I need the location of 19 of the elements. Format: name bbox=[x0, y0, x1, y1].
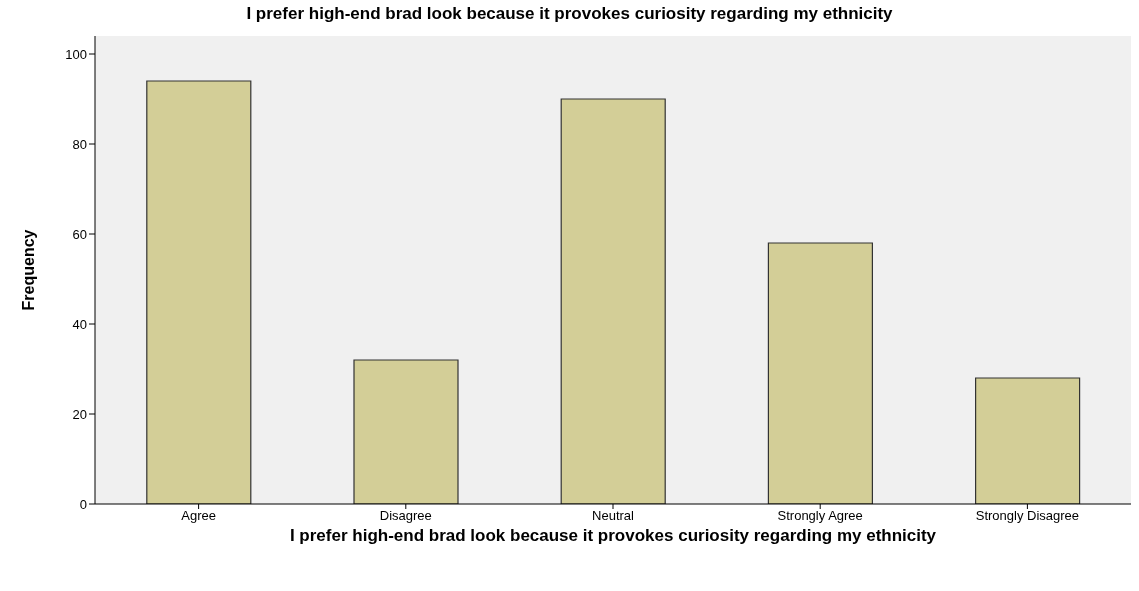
x-tick-label: Strongly Disagree bbox=[975, 508, 1080, 524]
bar bbox=[146, 80, 252, 504]
y-tick-label: 20 bbox=[72, 406, 87, 422]
x-tick-label: Strongly Agree bbox=[777, 508, 863, 524]
bar bbox=[975, 377, 1081, 504]
y-tick-label: 80 bbox=[72, 136, 87, 152]
bar bbox=[353, 359, 459, 504]
x-tick-label: Neutral bbox=[592, 508, 635, 524]
x-axis-title: I prefer high-end brad look because it provokes curiosity regarding my ethnicity bbox=[288, 526, 938, 545]
x-tick-label: Disagree bbox=[379, 508, 432, 524]
y-tick-label: 40 bbox=[72, 316, 87, 332]
bar bbox=[560, 98, 666, 504]
x-tick-label: Agree bbox=[181, 508, 216, 524]
y-tick-label: 60 bbox=[72, 226, 87, 242]
y-axis-title: Frequency bbox=[19, 229, 37, 311]
chart-title: I prefer high-end brad look because it provokes curiosity regarding my ethnicity bbox=[245, 4, 894, 25]
y-tick-label: 0 bbox=[79, 496, 87, 512]
bar bbox=[767, 242, 873, 504]
y-tick-label: 100 bbox=[65, 46, 87, 62]
